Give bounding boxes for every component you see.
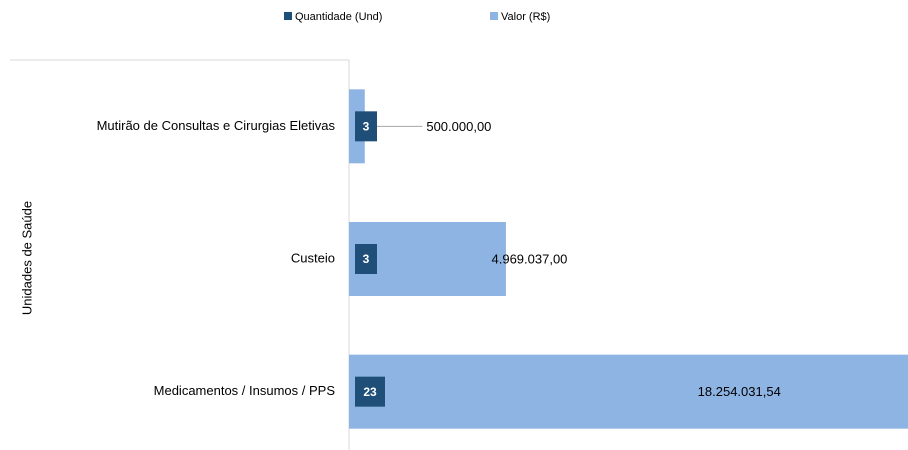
data-label: 3 xyxy=(363,252,370,266)
data-label: 500.000,00 xyxy=(426,119,491,134)
data-label-box xyxy=(355,244,377,274)
y-tick-label: Medicamentos / Insumos / PPS xyxy=(154,383,336,398)
data-label: 23 xyxy=(363,385,377,399)
y-tick-label: Mutirão de Consultas e Cirurgias Eletiva… xyxy=(97,118,336,133)
data-label-box xyxy=(355,111,377,142)
data-label-box xyxy=(355,376,385,407)
legend-label: Valor (R$) xyxy=(501,11,550,23)
legend-swatch xyxy=(490,12,498,20)
y-axis-label: Unidades de Saúde xyxy=(19,201,34,315)
plot-area xyxy=(349,89,908,429)
data-label: 18.254.031,54 xyxy=(698,384,781,399)
y-tick-label: Custeio xyxy=(291,250,335,265)
bar xyxy=(349,354,908,429)
data-label: 4.969.037,00 xyxy=(492,251,568,266)
data-label: 3 xyxy=(363,120,370,134)
legend-label: Quantidade (Und) xyxy=(295,11,382,23)
legend-swatch xyxy=(284,12,292,20)
